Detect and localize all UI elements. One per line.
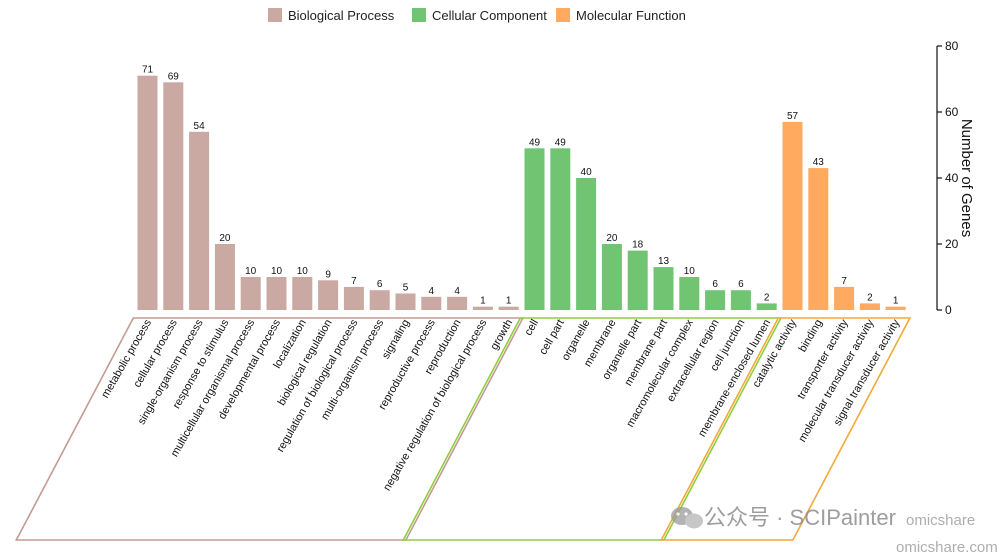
- bar-regulation-of-biological-process: [343, 286, 364, 310]
- bar-reproductive-process: [421, 296, 442, 310]
- bar-metabolic-process: [137, 75, 158, 310]
- bar-transporter-activity: [834, 286, 855, 310]
- bar-label-organelle-part: 18: [632, 240, 644, 251]
- legend-swatch-biological-process: [268, 8, 282, 22]
- bar-reproduction: [447, 296, 468, 310]
- bar-localization: [292, 277, 313, 310]
- bar-label-cell: 49: [529, 137, 541, 148]
- bar-label-developmental-process: 10: [271, 266, 283, 277]
- bar-label-signal-transducer-activity: 1: [893, 296, 899, 307]
- bar-multicellular-organismal-process: [240, 277, 261, 310]
- bar-label-membrane-part: 13: [658, 256, 670, 267]
- y-axis-right: 0 20 40 60 80: [936, 39, 959, 317]
- y-tick-label-0: 0: [945, 303, 952, 317]
- legend-label-biological-process: Biological Process: [288, 8, 395, 23]
- wechat-icon: [671, 507, 703, 529]
- y-tick-label-40: 40: [945, 171, 959, 185]
- bar-macromolecular-complex: [679, 277, 700, 310]
- bar-label-catalytic-activity: 57: [787, 111, 799, 122]
- chart-legend: Biological Process Cellular Component Mole…: [268, 8, 686, 23]
- bars-layer: [137, 75, 906, 311]
- bar-negative-regulation-of-biological-process: [472, 306, 493, 310]
- bar-label-regulation-of-biological-process: 7: [351, 276, 357, 287]
- watermark-channel: 公众号 · SCIPainter: [704, 505, 896, 530]
- category-label-binding: binding: [797, 318, 825, 355]
- bar-response-to-stimulus: [214, 244, 235, 310]
- y-tick-label-80: 80: [945, 39, 959, 53]
- bar-label-molecular-transducer-activity: 2: [867, 292, 873, 303]
- legend-label-molecular-function: Molecular Function: [576, 8, 686, 23]
- bar-signal-transducer-activity: [885, 306, 906, 310]
- watermark-url: omicshare.com: [896, 539, 998, 556]
- bar-catalytic-activity: [782, 121, 803, 311]
- bar-extracellular-region: [705, 290, 726, 310]
- bar-label-response-to-stimulus: 20: [219, 233, 231, 244]
- bar-label-multicellular-organismal-process: 10: [245, 266, 257, 277]
- watermark: 公众号 · SCIPainter omicshare omicshare.com: [671, 505, 998, 556]
- bar-label-membrane-enclosed-lumen: 2: [764, 292, 770, 303]
- bar-label-reproductive-process: 4: [429, 286, 435, 297]
- bar-label-cell-junction: 6: [738, 279, 744, 290]
- category-label-cell: cell: [522, 318, 541, 338]
- bracket-molecular-function: [659, 317, 912, 541]
- bar-growth: [498, 306, 519, 310]
- bar-label-growth: 1: [506, 296, 512, 307]
- bar-cell-junction: [730, 290, 751, 310]
- y-axis-title: Number of Genes: [958, 119, 975, 237]
- bar-label-binding: 43: [813, 157, 825, 168]
- bar-label-extracellular-region: 6: [712, 279, 718, 290]
- bar-cell-part: [550, 148, 571, 310]
- bar-label-signaling: 5: [403, 283, 409, 294]
- bar-label-localization: 10: [297, 266, 309, 277]
- legend-label-cellular-component: Cellular Component: [432, 8, 547, 23]
- bar-cell: [524, 148, 545, 310]
- bar-label-transporter-activity: 7: [841, 276, 847, 287]
- bar-label-membrane: 20: [606, 233, 618, 244]
- bar-binding: [808, 168, 829, 310]
- category-group-brackets: [14, 317, 912, 541]
- bar-cellular-process: [163, 82, 184, 310]
- bar-membrane: [601, 244, 622, 310]
- bar-label-multi-organism-process: 6: [377, 279, 383, 290]
- bar-single-organism-process: [189, 131, 210, 310]
- bar-label-metabolic-process: 71: [142, 65, 154, 76]
- bar-signaling: [395, 293, 416, 310]
- bar-label-cellular-process: 69: [168, 71, 180, 82]
- bar-multi-organism-process: [369, 290, 390, 310]
- bar-biological-regulation: [318, 280, 339, 310]
- bar-label-organelle: 40: [581, 167, 593, 178]
- bar-label-biological-regulation: 9: [325, 269, 331, 280]
- bar-molecular-transducer-activity: [859, 303, 880, 310]
- y-tick-label-60: 60: [945, 105, 959, 119]
- watermark-brand: omicshare: [906, 512, 975, 529]
- legend-swatch-molecular-function: [556, 8, 570, 22]
- bar-label-negative-regulation-of-biological-process: 1: [480, 296, 486, 307]
- bar-label-reproduction: 4: [454, 286, 460, 297]
- bar-organelle-part: [627, 250, 648, 310]
- bar-membrane-part: [653, 267, 674, 310]
- bar-membrane-enclosed-lumen: [756, 303, 777, 310]
- bar-organelle: [576, 178, 597, 310]
- bar-developmental-process: [266, 277, 287, 310]
- bar-label-single-organism-process: 54: [194, 121, 206, 132]
- legend-swatch-cellular-component: [412, 8, 426, 22]
- bar-label-cell-part: 49: [555, 137, 567, 148]
- bar-label-macromolecular-complex: 10: [684, 266, 696, 277]
- y-tick-label-20: 20: [945, 237, 959, 251]
